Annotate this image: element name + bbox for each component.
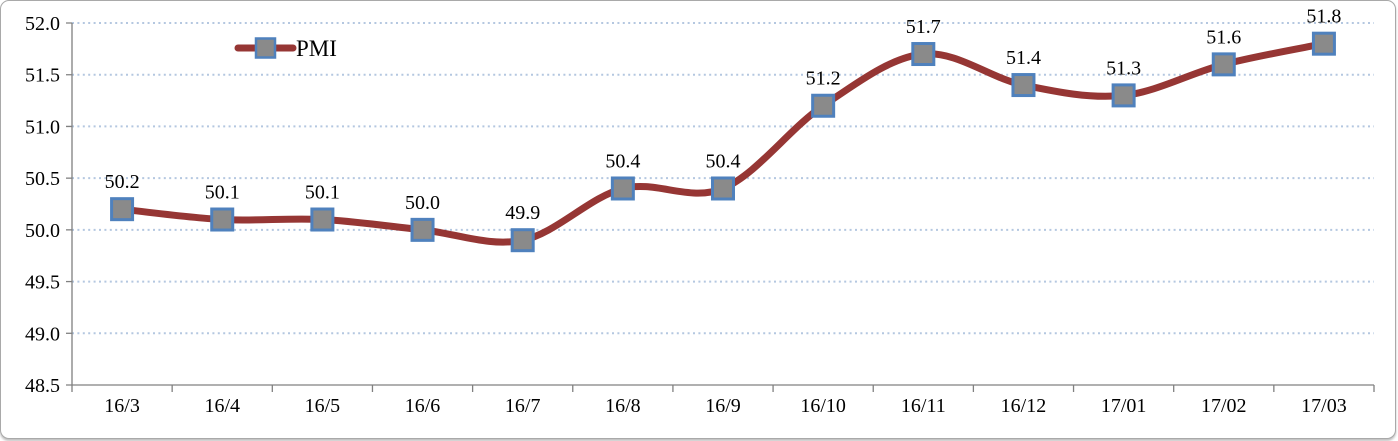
legend-marker-sample (254, 37, 277, 59)
data-point-marker (110, 197, 135, 222)
data-label: 51.7 (906, 16, 941, 38)
x-tick-label: 17/03 (1301, 395, 1347, 417)
y-tick-label: 50.0 (25, 220, 60, 242)
x-tick-label: 17/01 (1101, 395, 1147, 417)
x-tick-label: 16/10 (800, 395, 846, 417)
y-tick-label: 49.0 (25, 323, 60, 345)
data-label: 50.2 (105, 171, 140, 193)
data-point-marker (310, 207, 335, 232)
data-point-marker (610, 176, 635, 201)
data-point-marker (1011, 73, 1036, 98)
data-label: 51.3 (1106, 57, 1141, 79)
x-tick-label: 16/3 (104, 395, 140, 417)
x-tick-label: 17/02 (1201, 395, 1247, 417)
data-point-marker (1311, 31, 1336, 56)
y-tick-label: 48.5 (25, 375, 60, 397)
data-label: 50.4 (605, 150, 640, 172)
y-tick-label: 50.5 (25, 168, 60, 190)
data-point-marker (1211, 52, 1236, 77)
x-tick-label: 16/5 (305, 395, 341, 417)
pmi-series-line (118, 40, 1328, 246)
x-tick-label: 16/11 (901, 395, 946, 417)
data-point-marker (1111, 83, 1136, 108)
legend-label: PMI (296, 36, 337, 61)
data-label: 50.1 (305, 182, 340, 204)
data-label: 51.6 (1206, 26, 1241, 48)
data-label: 51.4 (1006, 47, 1041, 69)
y-tick-label: 51.5 (25, 65, 60, 87)
y-tick-label: 49.5 (25, 272, 60, 294)
x-tick-label: 16/4 (204, 395, 240, 417)
data-label: 51.8 (1306, 6, 1341, 28)
data-label: 51.2 (806, 68, 841, 90)
y-tick-label: 51.0 (25, 116, 60, 138)
x-tick-label: 16/7 (505, 395, 541, 417)
x-tick-label: 16/12 (1001, 395, 1047, 417)
data-label: 49.9 (505, 202, 540, 224)
data-point-marker (711, 176, 735, 201)
x-tick-label: 16/6 (405, 395, 441, 417)
y-tick-label: 52.0 (25, 13, 60, 35)
x-tick-label: 16/9 (705, 395, 741, 417)
data-label: 50.0 (405, 192, 440, 214)
data-point-marker (510, 228, 535, 253)
data-point-marker (410, 217, 435, 242)
data-point-marker (911, 42, 936, 67)
data-point-marker (210, 207, 235, 232)
x-tick-label: 16/8 (605, 395, 641, 417)
data-point-marker (811, 93, 836, 118)
data-label: 50.1 (205, 182, 240, 204)
data-label: 50.4 (706, 150, 741, 172)
